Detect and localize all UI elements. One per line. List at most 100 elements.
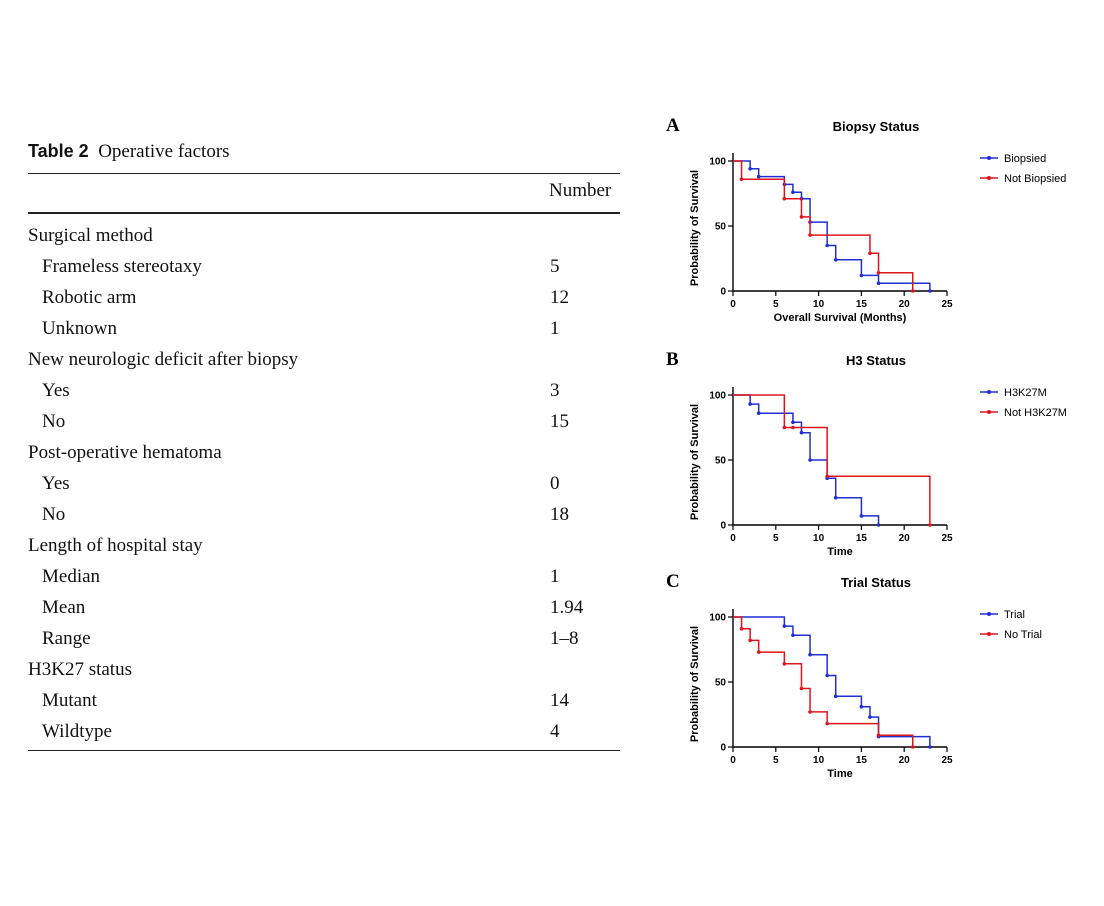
data-point (833, 495, 838, 500)
table-row: Unknown 1 (28, 314, 620, 345)
table-row: Robotic arm 12 (28, 283, 620, 314)
row-label: Surgical method (28, 225, 153, 246)
table-group-row: H3K27 status (28, 655, 620, 686)
data-point (876, 523, 881, 527)
x-tick-label: 15 (856, 533, 868, 544)
x-tick-label: 0 (730, 299, 736, 310)
data-point (876, 733, 881, 738)
data-point (756, 174, 761, 179)
series-line-blue (733, 616, 931, 747)
chart-title: H3 Status (846, 353, 906, 368)
data-point (756, 411, 761, 415)
x-tick-label: 20 (899, 533, 911, 544)
series-line-red (733, 616, 914, 747)
data-point (868, 251, 872, 256)
data-point (799, 430, 804, 435)
y-tick-label: 100 (709, 391, 726, 402)
row-value: 0 (550, 473, 560, 494)
data-point (910, 745, 915, 749)
legend-label: Trial (1004, 609, 1025, 621)
data-point (782, 425, 787, 430)
data-point (825, 721, 829, 726)
table-row: No 15 (28, 407, 620, 438)
row-label: Unknown (42, 318, 117, 339)
data-point (876, 271, 881, 275)
data-point (791, 425, 795, 430)
table-row: Range 1–8 (28, 624, 620, 655)
series-line-red (733, 394, 931, 525)
data-point (739, 626, 744, 631)
y-tick-label: 0 (720, 743, 726, 754)
row-label: Post-operative hematoma (28, 442, 222, 463)
data-point (782, 196, 787, 201)
row-label: Robotic arm (42, 287, 137, 308)
x-tick-label: 10 (813, 299, 825, 310)
x-tick-label: 20 (899, 299, 911, 310)
data-point (876, 281, 881, 285)
y-tick-label: 50 (715, 456, 727, 467)
row-value: 18 (550, 504, 569, 525)
data-point (799, 215, 804, 219)
table-row: Median 1 (28, 562, 620, 593)
table-header-row: Number (28, 174, 620, 212)
row-value: 1 (550, 566, 560, 587)
row-label: No (42, 411, 66, 432)
table-row: Yes 0 (28, 469, 620, 500)
x-tick-label: 0 (730, 533, 736, 544)
data-point (910, 289, 915, 293)
data-point (808, 458, 812, 462)
data-point (928, 289, 932, 293)
table-title: Operative factors (98, 141, 230, 162)
panel-a: A Biopsy Status 0 50 100 0 5 10 15 20 25 Overall Su… (664, 112, 1084, 332)
x-axis-label: Time (827, 546, 852, 558)
data-point (825, 243, 829, 248)
data-point (739, 177, 744, 181)
legend-marker (987, 632, 991, 636)
data-point (748, 167, 752, 171)
y-axis-label: Probability of Survival (689, 404, 701, 520)
series-line-red (733, 160, 914, 291)
legend-marker (987, 612, 991, 616)
x-tick-label: 20 (899, 755, 911, 766)
x-tick-label: 10 (813, 533, 825, 544)
data-point (791, 420, 795, 425)
row-label: Wildtype (42, 721, 112, 742)
data-point (825, 474, 829, 479)
data-point (808, 710, 812, 714)
legend-marker (987, 390, 991, 394)
row-label: Mean (42, 597, 86, 618)
panel-c: C Trial Status 0 50 100 0 5 10 15 20 25 Time Probabi… (664, 568, 1084, 788)
y-tick-label: 50 (715, 222, 727, 233)
data-point (791, 633, 795, 637)
data-point (782, 624, 787, 628)
data-point (833, 694, 838, 699)
row-label: Median (42, 566, 101, 587)
x-tick-label: 15 (856, 299, 868, 310)
x-axis-label: Overall Survival (Months) (774, 312, 907, 324)
table-row: Yes 3 (28, 376, 620, 407)
x-tick-label: 15 (856, 755, 868, 766)
legend-marker (987, 156, 991, 160)
data-point (825, 673, 829, 678)
data-point (791, 190, 795, 194)
chart-trial-status: C Trial Status 0 50 100 0 5 10 15 20 25 Time Probabi… (666, 571, 1042, 780)
row-label: Mutant (42, 690, 97, 711)
row-label: No (42, 504, 66, 525)
data-point (748, 402, 752, 406)
data-point (928, 523, 932, 527)
x-tick-label: 5 (773, 533, 779, 544)
table-row: Wildtype 4 (28, 717, 620, 748)
data-point (756, 650, 761, 654)
data-point (868, 715, 872, 719)
data-point (782, 662, 787, 666)
table-row: Frameless stereotaxy 5 (28, 252, 620, 283)
row-label: Length of hospital stay (28, 535, 203, 556)
y-tick-label: 50 (715, 678, 727, 689)
x-tick-label: 10 (813, 755, 825, 766)
data-point (928, 745, 932, 749)
table-header-rule (28, 212, 620, 214)
x-tick-label: 5 (773, 299, 779, 310)
legend-label: Not Biopsied (1004, 173, 1066, 185)
table-group-row: Surgical method (28, 221, 620, 252)
row-value: 5 (550, 256, 560, 277)
